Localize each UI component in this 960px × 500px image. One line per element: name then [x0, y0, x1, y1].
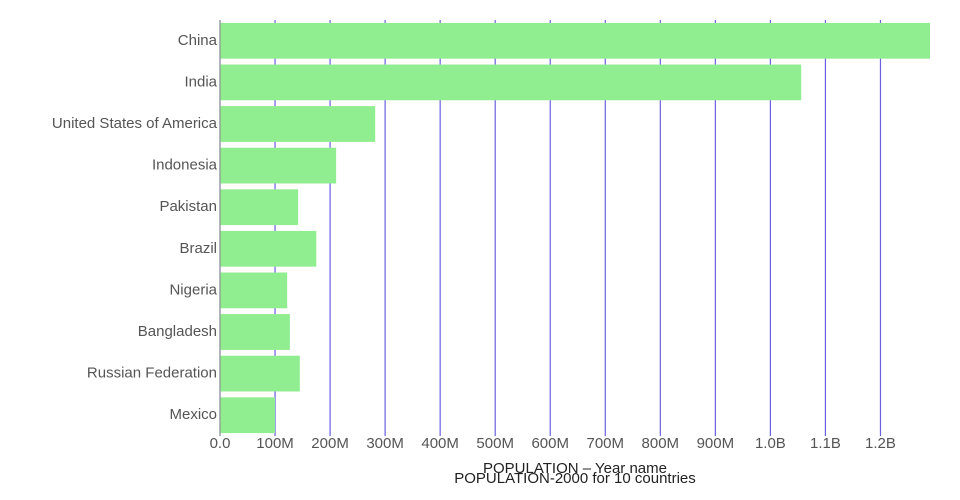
- x-tick-label: 100M: [256, 435, 294, 452]
- x-tick-label: 1.2B: [865, 435, 896, 452]
- bar: [220, 314, 290, 350]
- x-tick-label: 400M: [421, 435, 459, 452]
- x-axis-title: POPULATION – Year name: [483, 460, 667, 477]
- x-tick-label: 800M: [642, 435, 680, 452]
- bar: [220, 272, 288, 309]
- y-tick-label: Indonesia: [152, 157, 218, 174]
- bar: [220, 230, 317, 267]
- y-tick-label: India: [184, 73, 217, 90]
- x-tick-label: 1.0B: [755, 435, 786, 452]
- y-tick-label: Mexico: [169, 406, 217, 423]
- bar: [220, 147, 337, 184]
- y-tick-label: Pakistan: [159, 198, 217, 215]
- x-tick-label: 700M: [587, 435, 625, 452]
- x-tick-label: 200M: [311, 435, 349, 452]
- bar: [220, 22, 930, 59]
- x-tick-label: 0.0: [210, 435, 231, 452]
- bar: [220, 189, 299, 226]
- y-tick-label: Bangladesh: [138, 323, 217, 340]
- bar: [220, 355, 300, 392]
- x-tick-label: 600M: [531, 435, 569, 452]
- bar: [220, 106, 376, 142]
- y-tick-label: China: [178, 32, 218, 49]
- y-tick-label: Russian Federation: [87, 365, 217, 382]
- chart-subtitle: POPULATION-2000 for 10 countries: [454, 470, 696, 487]
- y-tick-label: Nigeria: [169, 281, 217, 298]
- x-tick-label: 1.1B: [810, 435, 841, 452]
- x-tick-label: 300M: [366, 435, 404, 452]
- x-tick-label: 900M: [697, 435, 735, 452]
- y-tick-label: Brazil: [179, 240, 217, 257]
- y-tick-label: United States of America: [52, 115, 218, 132]
- bar: [220, 64, 802, 101]
- bar: [220, 397, 276, 434]
- x-tick-label: 500M: [476, 435, 514, 452]
